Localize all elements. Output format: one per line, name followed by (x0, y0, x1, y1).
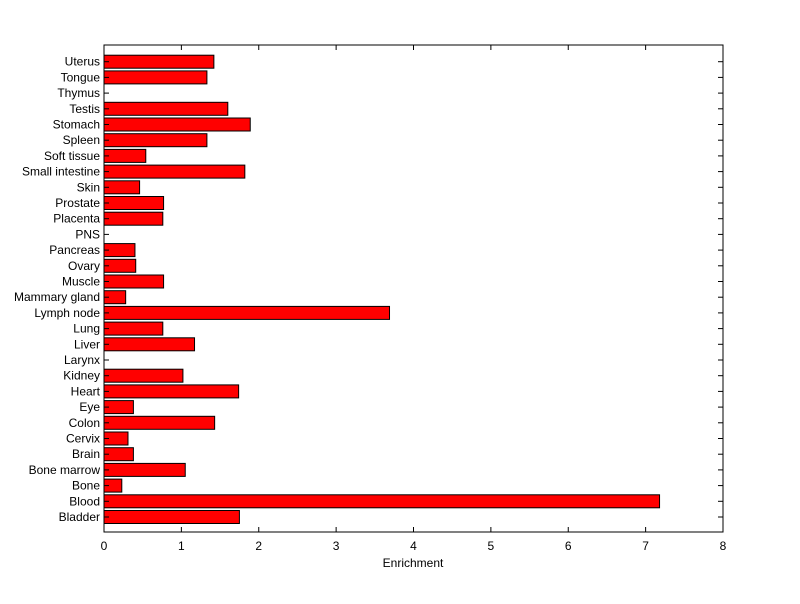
x-tick-label: 8 (720, 539, 727, 553)
y-tick-label: Mammary gland (14, 290, 100, 304)
ticks-group (103, 45, 724, 532)
bar-prostate (103, 196, 165, 210)
y-tick-label: Bone marrow (29, 463, 101, 477)
y-tick-label: Bladder (59, 510, 100, 524)
bar-bladder (103, 510, 240, 524)
bars-group (103, 54, 661, 524)
y-tick-label: Prostate (55, 196, 100, 210)
y-tick-label: Eye (79, 400, 100, 414)
y-tick-label: Muscle (62, 275, 100, 289)
bar-testis (103, 101, 229, 116)
y-tick-label: PNS (75, 227, 100, 241)
x-tick-label: 3 (333, 539, 340, 553)
y-tick-label: Small intestine (22, 165, 100, 179)
y-tick-label: Larynx (64, 353, 100, 367)
x-tick-label: 5 (488, 539, 495, 553)
bar-heart (103, 384, 240, 399)
y-tick-label: Kidney (63, 369, 100, 383)
bar-lymph-node (103, 305, 391, 320)
bar-tongue (103, 70, 208, 85)
y-tick-label: Placenta (53, 212, 100, 226)
y-tick-label: Stomach (53, 118, 100, 132)
y-tick-label: Skin (77, 180, 100, 194)
y-tick-label: Heart (71, 384, 101, 398)
bar-stomach (103, 117, 251, 132)
y-tick-label: Testis (69, 102, 100, 116)
x-tick-label: 6 (565, 539, 572, 553)
y-tick-label: Uterus (65, 55, 100, 69)
bar-blood (103, 494, 661, 509)
bar-uterus (103, 54, 215, 69)
bar-bone-marrow (103, 462, 186, 477)
y-tick-label: Spleen (63, 133, 100, 147)
bar-placenta (103, 211, 164, 226)
y-tick-label: Ovary (68, 259, 100, 273)
x-tick-label: 0 (101, 539, 108, 553)
y-tick-label: Bone (72, 479, 100, 493)
bar-colon (103, 415, 216, 430)
y-tick-label: Lymph node (34, 306, 100, 320)
y-tick-label: Brain (72, 447, 100, 461)
x-tick-label: 1 (178, 539, 185, 553)
x-tick-label: 7 (642, 539, 649, 553)
y-tick-label: Tongue (61, 70, 101, 84)
axes-box (103, 44, 724, 533)
bar-soft-tissue (103, 148, 147, 163)
bar-muscle (103, 274, 165, 289)
y-tick-label: Pancreas (49, 243, 100, 257)
bar-skin (103, 180, 141, 195)
x-axis-label: Enrichment (383, 556, 444, 570)
bar-small-intestine (103, 164, 246, 179)
y-tick-label: Soft tissue (44, 149, 100, 163)
y-tick-label: Liver (74, 337, 100, 351)
x-tick-label: 4 (410, 539, 417, 553)
bar-spleen (103, 133, 208, 148)
bar-lung (103, 321, 164, 336)
y-tick-label: Cervix (66, 432, 100, 446)
y-tick-label: Thymus (57, 86, 100, 100)
bar-liver (103, 337, 196, 352)
bar-kidney (103, 368, 184, 383)
x-tick-label: 2 (255, 539, 262, 553)
y-tick-label: Blood (69, 494, 100, 508)
y-tick-label: Colon (69, 416, 100, 430)
y-tick-label: Lung (73, 322, 100, 336)
